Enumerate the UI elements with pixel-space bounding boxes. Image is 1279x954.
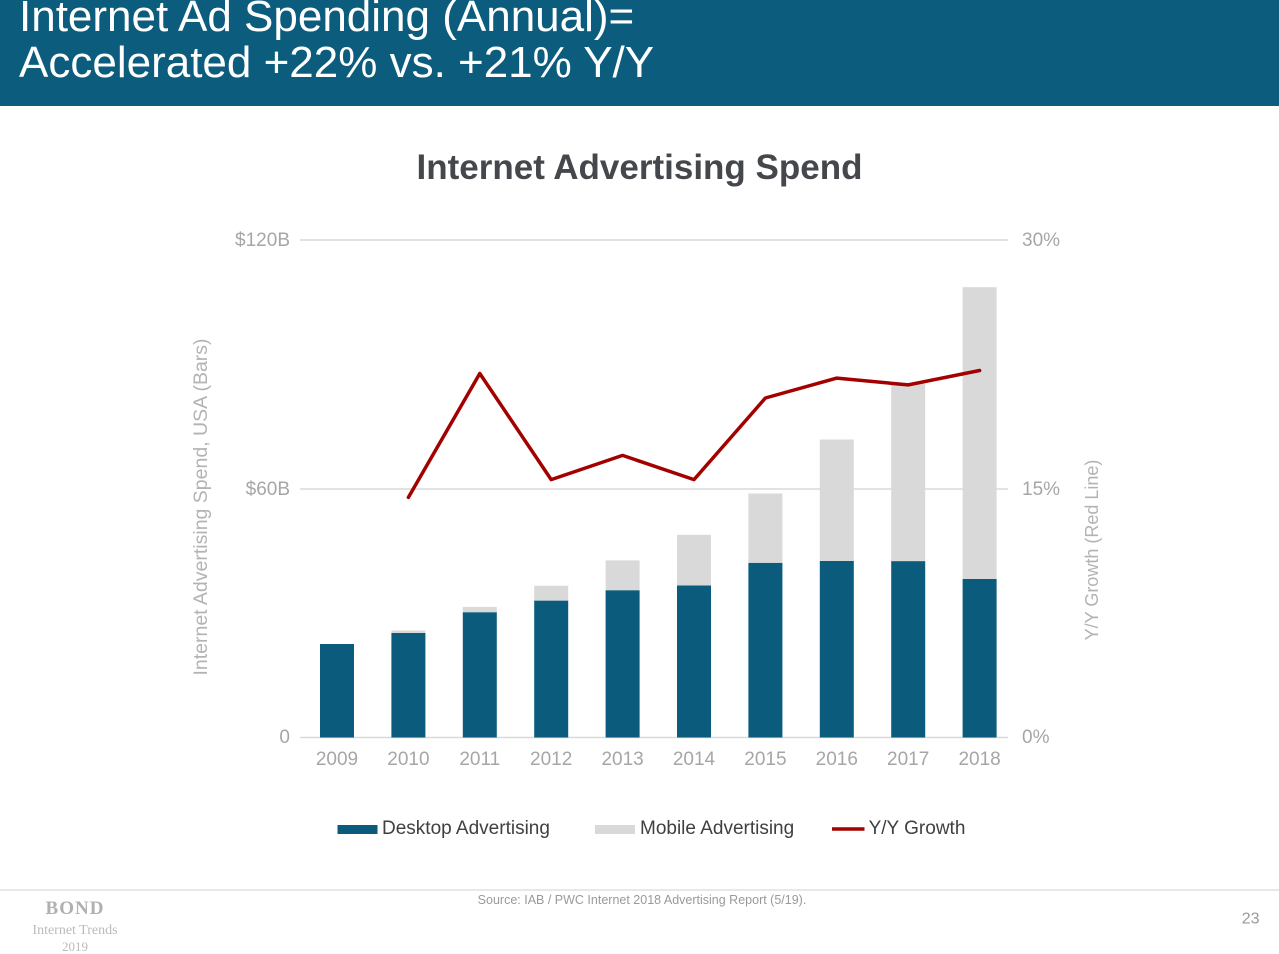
svg-text:Desktop Advertising: Desktop Advertising	[382, 818, 550, 839]
svg-text:0%: 0%	[1022, 727, 1050, 748]
svg-text:Internet Advertising Spend, US: Internet Advertising Spend, USA (Bars)	[190, 338, 212, 675]
svg-text:2013: 2013	[601, 749, 643, 770]
svg-text:$60B: $60B	[246, 479, 290, 500]
svg-text:2016: 2016	[816, 749, 858, 770]
svg-text:2014: 2014	[673, 749, 716, 770]
svg-text:Mobile Advertising: Mobile Advertising	[640, 818, 794, 839]
svg-text:2010: 2010	[387, 749, 429, 770]
svg-text:2009: 2009	[316, 749, 358, 770]
svg-text:Source: IAB / PWC Internet 201: Source: IAB / PWC Internet 2018 Advertis…	[478, 893, 807, 907]
svg-text:30%: 30%	[1022, 230, 1060, 251]
svg-text:2012: 2012	[530, 749, 572, 770]
svg-text:2017: 2017	[887, 749, 929, 770]
svg-text:2018: 2018	[958, 749, 1000, 770]
svg-text:23: 23	[1242, 911, 1260, 928]
svg-text:0: 0	[279, 727, 290, 748]
svg-text:15%: 15%	[1022, 479, 1060, 500]
svg-text:2015: 2015	[744, 749, 786, 770]
svg-text:Y/Y Growth: Y/Y Growth	[869, 818, 966, 839]
svg-text:2011: 2011	[459, 749, 500, 770]
svg-text:Y/Y Growth (Red Line): Y/Y Growth (Red Line)	[1082, 460, 1102, 641]
svg-text:$120B: $120B	[235, 230, 290, 251]
